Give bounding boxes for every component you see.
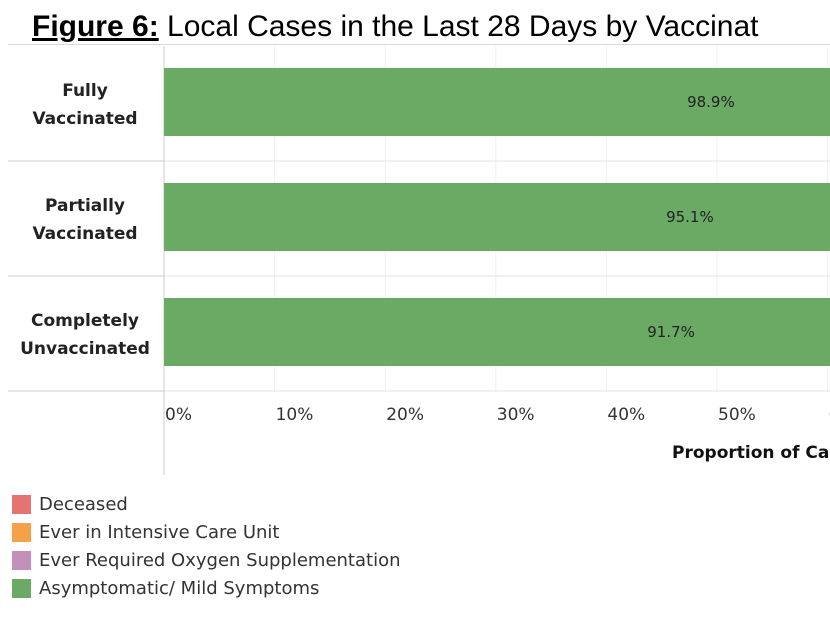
data-label: 91.7% — [647, 323, 695, 341]
chart-area: Fully Vaccinated 98.9% Partially Vaccinated 9… — [8, 46, 830, 475]
figure-title-text: Local Cases in the Last 28 Days by Vacci… — [167, 10, 759, 43]
bar — [164, 298, 830, 366]
x-tick-label: 0% — [165, 405, 192, 425]
x-tick-label: 20% — [386, 405, 424, 425]
bar — [164, 68, 830, 136]
legend: Deceased Ever in Intensive Care Unit Ever … — [12, 490, 401, 602]
data-label: 98.9% — [687, 93, 735, 111]
legend-item: Ever in Intensive Care Unit — [12, 518, 401, 546]
legend-item: Asymptomatic/ Mild Symptoms — [12, 574, 401, 602]
category-label: Fully Vaccinated — [32, 81, 137, 129]
legend-swatch — [12, 550, 31, 570]
legend-label: Ever Required Oxygen Supplementation — [39, 549, 401, 571]
legend-item: Deceased — [12, 490, 401, 518]
title-divider — [8, 44, 830, 45]
category-label: Partially Vaccinated — [32, 196, 137, 244]
bar — [164, 183, 830, 251]
x-axis-title: Proportion of Cas — [672, 443, 830, 463]
legend-swatch — [12, 494, 31, 514]
legend-label: Deceased — [39, 493, 128, 515]
legend-swatch — [12, 578, 31, 598]
chart-title: Figure 6: Local Cases in the Last 28 Day… — [32, 10, 758, 44]
x-tick-label: 60% — [829, 405, 830, 425]
x-tick-label: 10% — [276, 405, 314, 425]
data-label: 95.1% — [666, 208, 714, 226]
legend-label: Asymptomatic/ Mild Symptoms — [39, 577, 320, 599]
legend-swatch — [12, 522, 31, 542]
legend-label: Ever in Intensive Care Unit — [39, 521, 280, 543]
x-tick-label: 30% — [497, 405, 535, 425]
figure-number: Figure 6: — [32, 10, 159, 43]
x-tick-label: 50% — [718, 405, 756, 425]
x-tick-label: 40% — [607, 405, 645, 425]
legend-item: Ever Required Oxygen Supplementation — [12, 546, 401, 574]
category-label: Completely Unvaccinated — [20, 311, 150, 359]
